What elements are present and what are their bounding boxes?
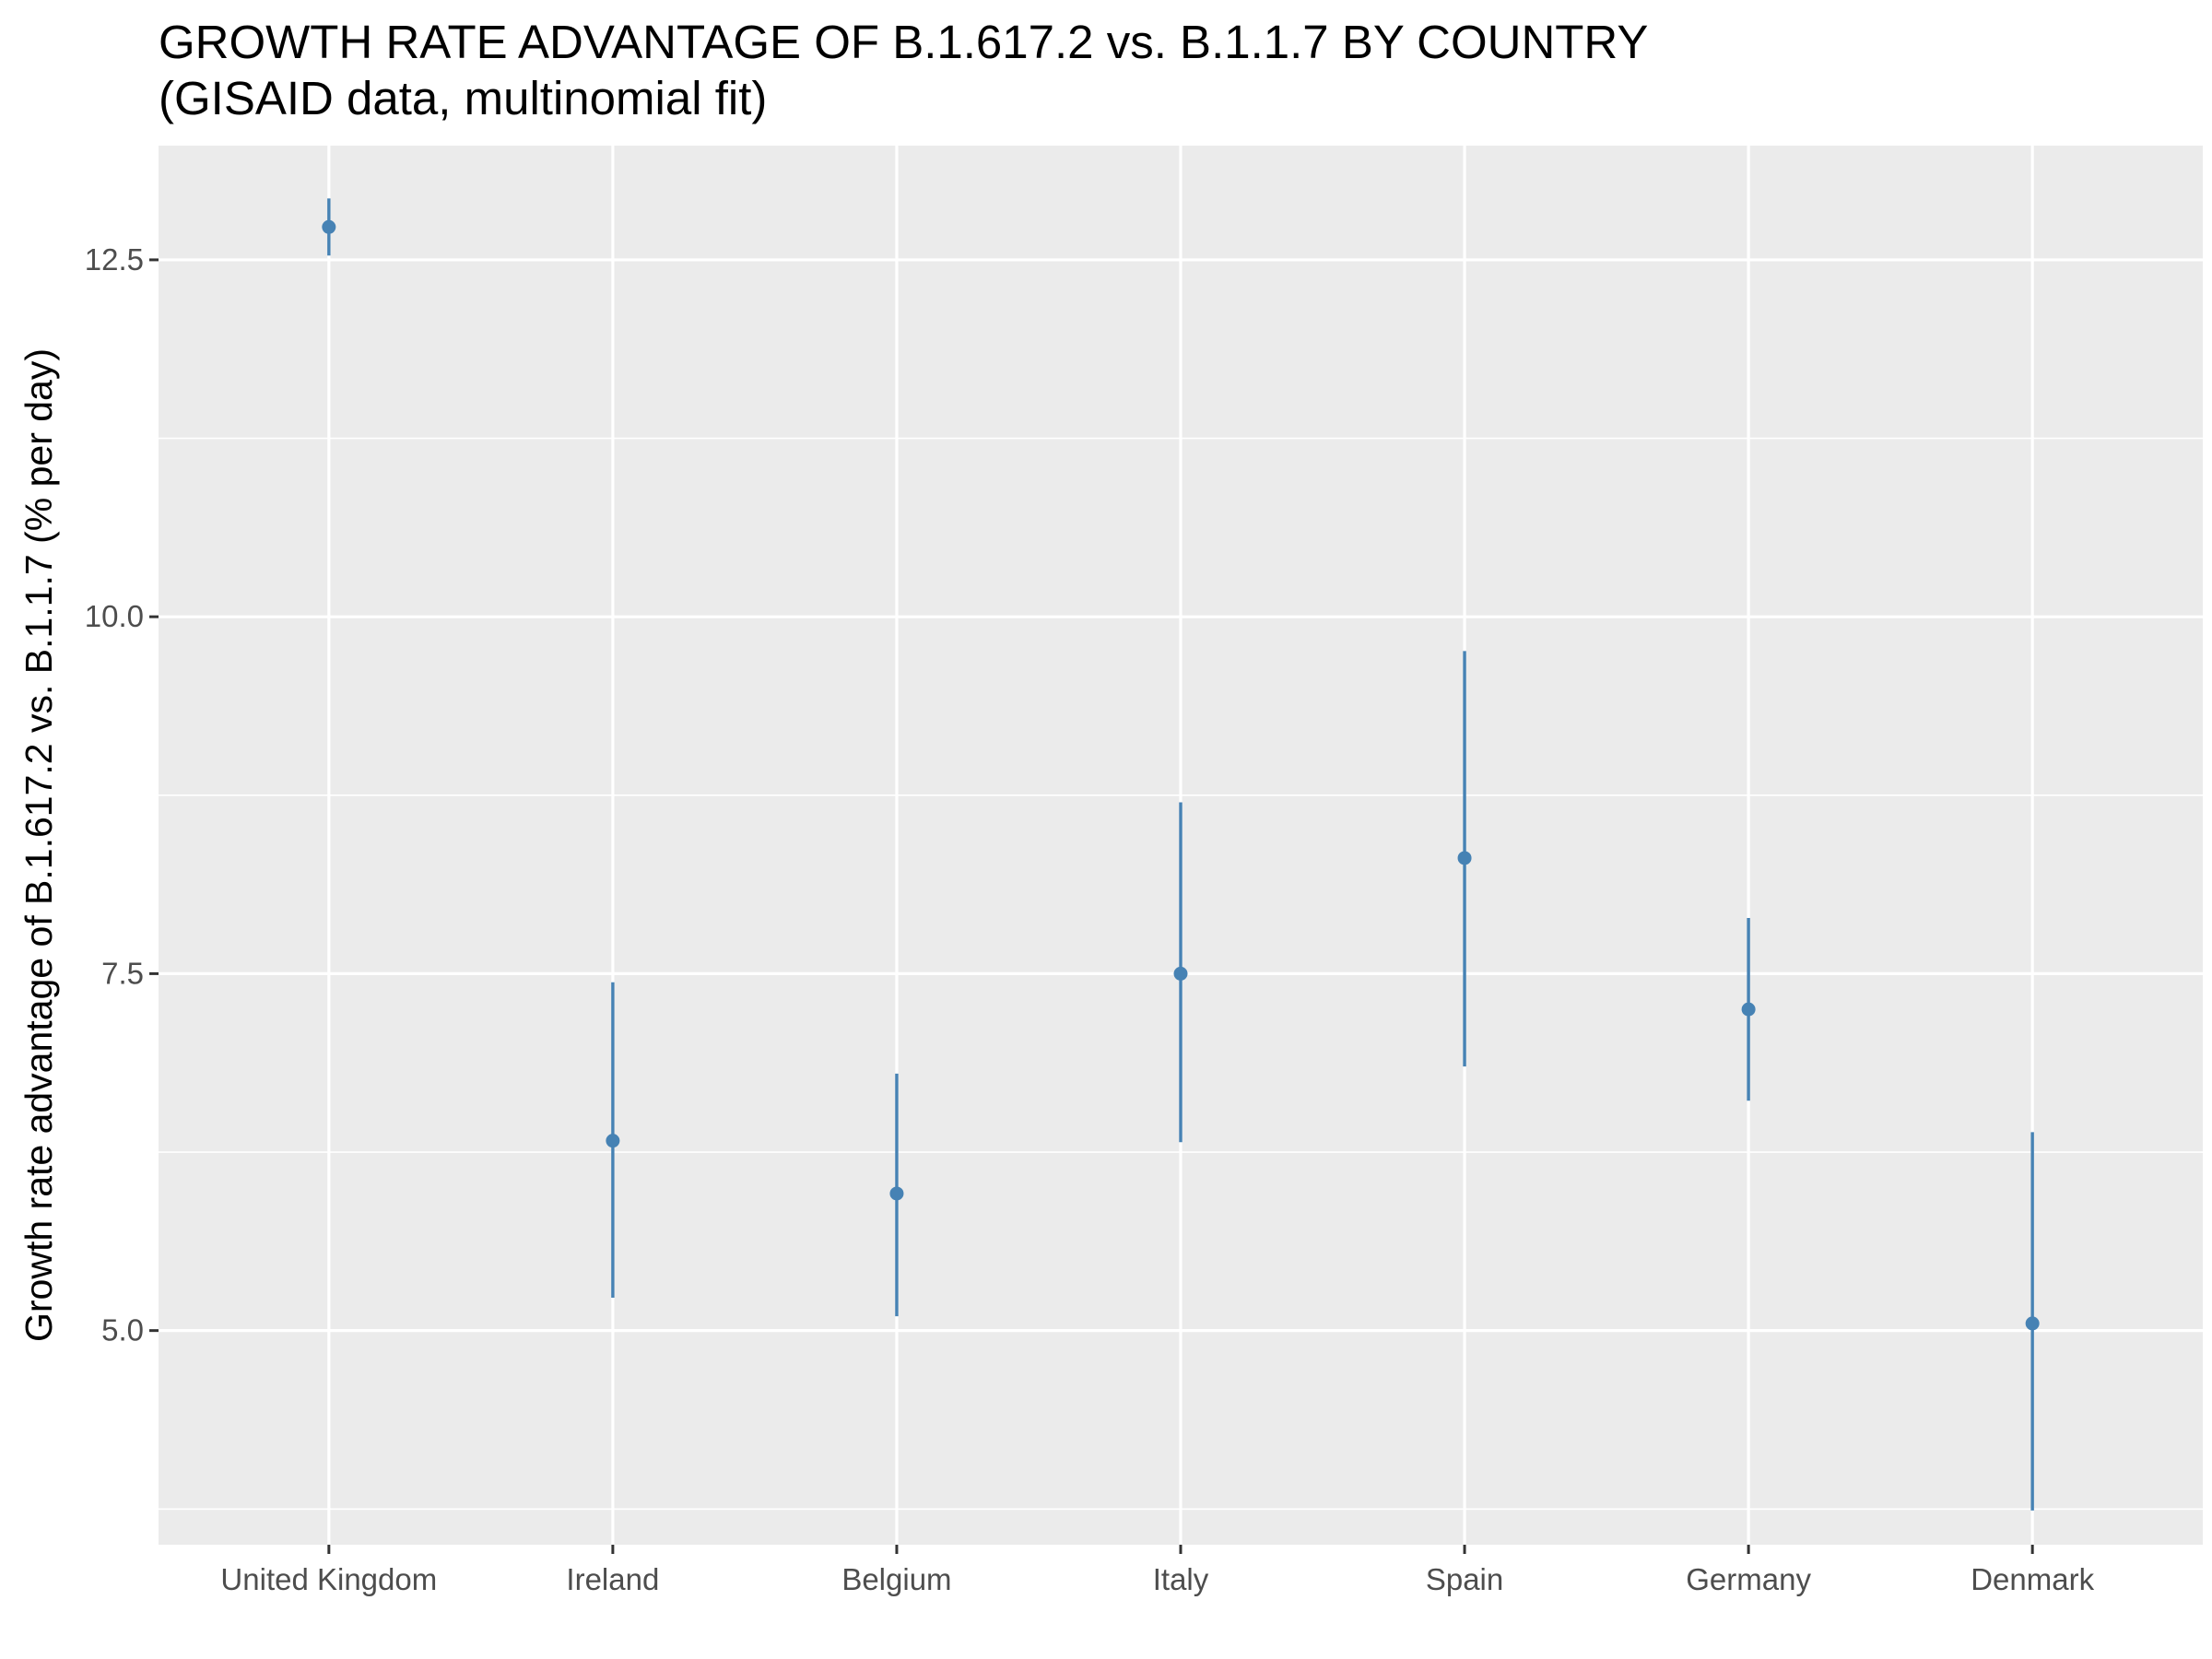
- data-point: [322, 219, 336, 234]
- y-tick-label: 12.5: [85, 242, 144, 276]
- x-axis: United Kingdom Ireland Belgium Italy Spain Ge…: [220, 1545, 2095, 1596]
- data-marks: [322, 198, 2040, 1511]
- y-tick-label: 7.5: [101, 956, 144, 990]
- x-tick-label: Ireland: [566, 1562, 659, 1596]
- data-point: [1173, 966, 1188, 981]
- x-tick-label: United Kingdom: [220, 1562, 437, 1596]
- y-axis-label: Growth rate advantage of B.1.617.2 vs. B…: [18, 348, 60, 1342]
- y-tick-label: 10.0: [85, 599, 144, 633]
- x-tick-label: Italy: [1153, 1562, 1209, 1596]
- x-tick-label: Denmark: [1971, 1562, 2094, 1596]
- x-tick-label: Germany: [1686, 1562, 1811, 1596]
- data-point: [606, 1134, 620, 1148]
- data-point: [1457, 851, 1472, 865]
- data-point: [2025, 1316, 2040, 1331]
- x-tick-label: Spain: [1426, 1562, 1503, 1596]
- chart-title: GROWTH RATE ADVANTAGE OF B.1.617.2 vs. B…: [159, 16, 1648, 68]
- data-point: [1741, 1002, 1756, 1017]
- x-tick-label: Belgium: [841, 1562, 951, 1596]
- y-tick-label: 5.0: [101, 1313, 144, 1347]
- chart-subtitle: (GISAID data, multinomial fit): [159, 72, 767, 124]
- y-axis: 5.0 7.5 10.0 12.5: [85, 242, 159, 1347]
- data-point: [889, 1186, 904, 1201]
